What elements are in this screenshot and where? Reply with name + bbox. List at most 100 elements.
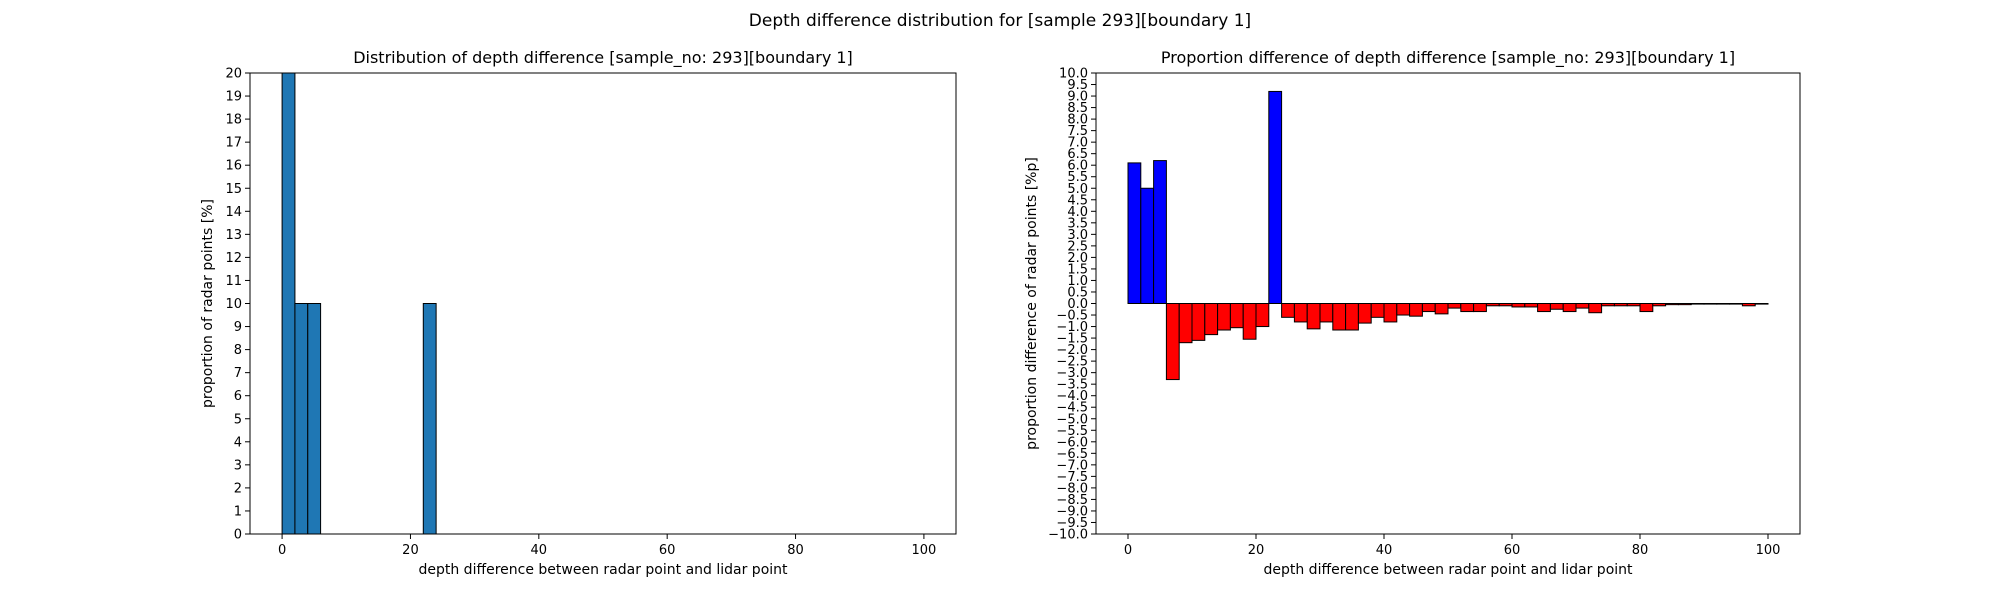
left-y-tick-label: 16 bbox=[225, 159, 242, 174]
right-y-tick-label: 2.5 bbox=[1067, 239, 1088, 254]
right-chart-title: Proportion difference of depth differenc… bbox=[1161, 48, 1735, 68]
left-chart-title: Distribution of depth difference [sample… bbox=[353, 48, 853, 68]
right-bar-14 bbox=[1306, 303, 1321, 330]
right-y-ticks: 10.09.59.08.58.07.57.06.56.05.55.04.54.0… bbox=[1048, 67, 1096, 543]
right-bar-48 bbox=[1741, 303, 1756, 307]
right-bar-16 bbox=[1332, 303, 1347, 331]
left-plot-frame bbox=[249, 72, 957, 535]
left-chart: Distribution of depth difference [sample… bbox=[200, 48, 957, 578]
right-bar-6 bbox=[1204, 303, 1219, 336]
right-bars-group bbox=[1127, 90, 1769, 381]
left-y-tick-label: 18 bbox=[225, 113, 242, 128]
right-x-tick-label: 20 bbox=[1248, 543, 1265, 558]
right-y-tick-label: 7.5 bbox=[1067, 124, 1088, 139]
left-bar-1 bbox=[294, 303, 309, 535]
left-y-tick-label: 17 bbox=[225, 136, 242, 151]
right-bar-37 bbox=[1601, 303, 1615, 307]
left-y-tick-label: 5 bbox=[234, 412, 242, 427]
right-y-tick-label: 2.0 bbox=[1067, 251, 1088, 266]
right-bar-30 bbox=[1511, 303, 1526, 308]
right-y-tick-label: −5.0 bbox=[1056, 412, 1088, 427]
left-bar-3 bbox=[422, 303, 437, 535]
right-y-tick-label: 9.5 bbox=[1067, 78, 1088, 93]
right-y-tick-label: 8.0 bbox=[1067, 113, 1088, 128]
right-bar-4 bbox=[1178, 303, 1193, 344]
right-bar-35 bbox=[1575, 303, 1590, 309]
right-bar-45 bbox=[1703, 303, 1718, 305]
right-y-axis-label: proportion difference of radar points [%… bbox=[1024, 157, 1040, 450]
right-bar-13 bbox=[1293, 303, 1308, 323]
right-y-tick-label: 6.0 bbox=[1067, 159, 1088, 174]
left-y-tick-label: 8 bbox=[234, 343, 242, 358]
right-bar-2 bbox=[1153, 160, 1167, 304]
right-x-tick-label: 40 bbox=[1376, 543, 1393, 558]
right-bar-40 bbox=[1639, 303, 1654, 313]
right-x-tick-label: 60 bbox=[1504, 543, 1521, 558]
left-bar-0 bbox=[281, 72, 296, 535]
left-y-tick-label: 20 bbox=[225, 67, 242, 82]
right-x-tick-label: 0 bbox=[1124, 543, 1132, 558]
right-y-tick-label: 1.5 bbox=[1067, 262, 1088, 277]
right-bar-28 bbox=[1485, 303, 1500, 307]
right-y-tick-label: 0.0 bbox=[1067, 297, 1088, 312]
left-y-tick-label: 15 bbox=[225, 182, 242, 197]
left-y-tick-label: 1 bbox=[234, 504, 242, 519]
right-bar-33 bbox=[1549, 303, 1564, 310]
left-y-tick-label: 6 bbox=[234, 389, 242, 404]
left-y-tick-label: 14 bbox=[225, 205, 242, 220]
right-y-tick-label: −3.5 bbox=[1056, 378, 1088, 393]
right-y-tick-label: −9.0 bbox=[1056, 504, 1088, 519]
right-y-tick-label: 1.0 bbox=[1067, 274, 1088, 289]
right-bar-21 bbox=[1396, 303, 1411, 316]
left-y-tick-label: 3 bbox=[234, 458, 242, 473]
left-y-tick-label: 9 bbox=[234, 320, 242, 335]
right-y-tick-label: 3.0 bbox=[1067, 228, 1088, 243]
right-bar-17 bbox=[1345, 303, 1359, 331]
right-y-tick-label: −5.5 bbox=[1056, 424, 1088, 439]
right-bar-19 bbox=[1370, 303, 1385, 318]
left-x-tick-label: 60 bbox=[659, 543, 676, 558]
right-y-tick-label: 6.5 bbox=[1067, 147, 1088, 162]
right-y-tick-label: 5.5 bbox=[1067, 170, 1088, 185]
left-y-axis-label: proportion of radar points [%] bbox=[200, 199, 216, 408]
right-bar-43 bbox=[1677, 303, 1692, 306]
right-y-tick-label: −4.5 bbox=[1056, 401, 1088, 416]
right-y-tick-label: 7.0 bbox=[1067, 136, 1088, 151]
right-y-tick-label: −1.0 bbox=[1056, 320, 1088, 335]
right-y-tick-label: −9.5 bbox=[1056, 516, 1088, 531]
right-x-ticks: 0 20 40 60 80 100 bbox=[1124, 534, 1780, 558]
right-bar-5 bbox=[1191, 303, 1206, 341]
left-y-tick-label: 4 bbox=[234, 435, 242, 450]
right-y-tick-label: 9.0 bbox=[1067, 90, 1088, 105]
right-bar-36 bbox=[1588, 303, 1603, 314]
right-y-tick-label: −7.0 bbox=[1056, 458, 1088, 473]
right-y-tick-label: −10.0 bbox=[1048, 528, 1088, 543]
right-bar-31 bbox=[1524, 303, 1539, 308]
left-y-tick-label: 19 bbox=[225, 90, 242, 105]
left-y-tick-label: 2 bbox=[234, 481, 242, 496]
right-bar-32 bbox=[1537, 303, 1551, 313]
right-y-tick-label: 3.5 bbox=[1067, 216, 1088, 231]
right-y-tick-label: −4.0 bbox=[1056, 389, 1088, 404]
right-bar-12 bbox=[1281, 303, 1295, 318]
right-bar-41 bbox=[1652, 303, 1667, 307]
right-chart: Proportion difference of depth differenc… bbox=[1024, 48, 1801, 578]
right-y-tick-label: −0.5 bbox=[1056, 309, 1088, 324]
right-bar-39 bbox=[1626, 303, 1641, 307]
right-bar-10 bbox=[1255, 303, 1270, 328]
right-bar-23 bbox=[1421, 303, 1436, 313]
right-x-axis-label: depth difference between radar point and… bbox=[1263, 562, 1633, 578]
left-bar-2 bbox=[307, 303, 322, 535]
left-y-tick-label: 10 bbox=[225, 297, 242, 312]
figure-title: Depth difference distribution for [sampl… bbox=[749, 11, 1251, 31]
right-y-tick-label: −2.5 bbox=[1056, 355, 1088, 370]
left-bars-group bbox=[281, 72, 437, 535]
right-y-tick-label: 4.0 bbox=[1067, 205, 1088, 220]
right-y-tick-label: 5.0 bbox=[1067, 182, 1088, 197]
left-y-tick-label: 7 bbox=[234, 366, 242, 381]
right-y-tick-label: −8.0 bbox=[1056, 481, 1088, 496]
right-bar-46 bbox=[1716, 303, 1731, 305]
right-bar-11 bbox=[1268, 90, 1283, 304]
right-y-tick-label: −3.0 bbox=[1056, 366, 1088, 381]
